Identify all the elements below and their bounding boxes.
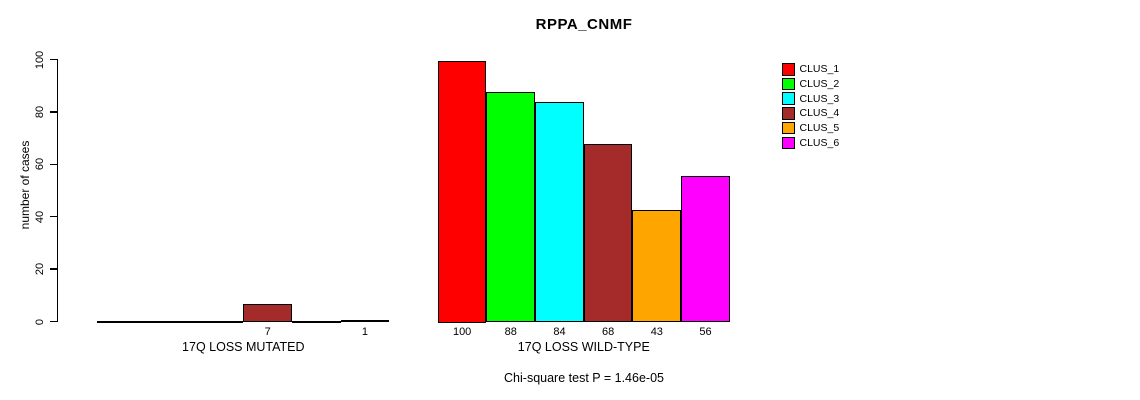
legend-label: CLUS_1: [799, 63, 840, 76]
legend-swatch: [782, 77, 795, 91]
chi-square-annotation: Chi-square test P = 1.46e-05: [504, 371, 664, 385]
y-axis-line: [56, 59, 58, 322]
legend-label: CLUS_4: [799, 107, 840, 120]
bar-value-label: 84: [553, 326, 566, 338]
legend-swatch: [782, 136, 795, 150]
legend-item-clus_2: CLUS_2: [782, 77, 839, 92]
bar-value-label: 1: [361, 326, 369, 338]
bar-clus_3: [535, 102, 584, 323]
bar-clus_4: [243, 304, 292, 323]
y-tick-label: 0: [34, 318, 46, 325]
legend-swatch: [782, 107, 795, 120]
zero-bar-clus_3: [194, 320, 244, 323]
group-label: 17Q LOSS WILD-TYPE: [517, 340, 650, 354]
bar-value-label: 7: [264, 326, 271, 338]
bar-value-label: 68: [602, 326, 615, 338]
y-tick: [50, 268, 57, 270]
y-axis-label: number of cases: [18, 140, 32, 230]
legend-swatch: [782, 92, 795, 105]
legend-item-clus_1: CLUS_1: [782, 62, 839, 77]
legend-item-clus_4: CLUS_4: [782, 106, 839, 121]
legend-label: CLUS_6: [799, 136, 840, 149]
y-tick: [50, 163, 57, 166]
chart-title: RPPA_CNMF: [535, 16, 633, 33]
legend-label: CLUS_3: [799, 92, 840, 105]
zero-bar-clus_5: [291, 320, 341, 323]
y-tick-label: 60: [34, 158, 46, 171]
y-tick: [50, 58, 57, 61]
y-tick: [50, 215, 57, 218]
bar-clus_6: [681, 175, 730, 323]
y-tick: [50, 320, 57, 323]
y-tick-label: 100: [34, 50, 46, 69]
bar-clus_5: [632, 209, 682, 323]
bar-value-label: 88: [504, 326, 517, 338]
bar-value-label: 43: [650, 326, 663, 338]
y-tick-label: 40: [34, 210, 46, 223]
legend-item-clus_6: CLUS_6: [782, 135, 839, 150]
legend-item-clus_5: CLUS_5: [782, 121, 839, 136]
legend-swatch: [782, 63, 795, 76]
bar-value-label: 56: [699, 326, 712, 338]
bar-clus_1: [437, 60, 487, 323]
bar-clus_4: [583, 144, 633, 323]
y-tick-label: 20: [34, 262, 46, 276]
zero-bar-clus_1: [97, 320, 146, 323]
y-tick-label: 80: [34, 105, 46, 119]
legend-label: CLUS_5: [799, 122, 840, 135]
group-label: 17Q LOSS MUTATED: [182, 340, 305, 354]
legend-label: CLUS_2: [799, 78, 840, 91]
zero-bar-clus_2: [145, 320, 195, 323]
bar-value-label: 100: [452, 326, 472, 338]
bar-clus_6: [340, 319, 390, 323]
bar-clus_2: [486, 91, 536, 323]
legend-swatch: [782, 121, 795, 135]
y-tick: [50, 111, 57, 113]
legend-item-clus_3: CLUS_3: [782, 91, 839, 106]
legend: CLUS_1 CLUS_2 CLUS_3 CLUS_4 CLUS_5 CLUS_6: [782, 62, 839, 150]
